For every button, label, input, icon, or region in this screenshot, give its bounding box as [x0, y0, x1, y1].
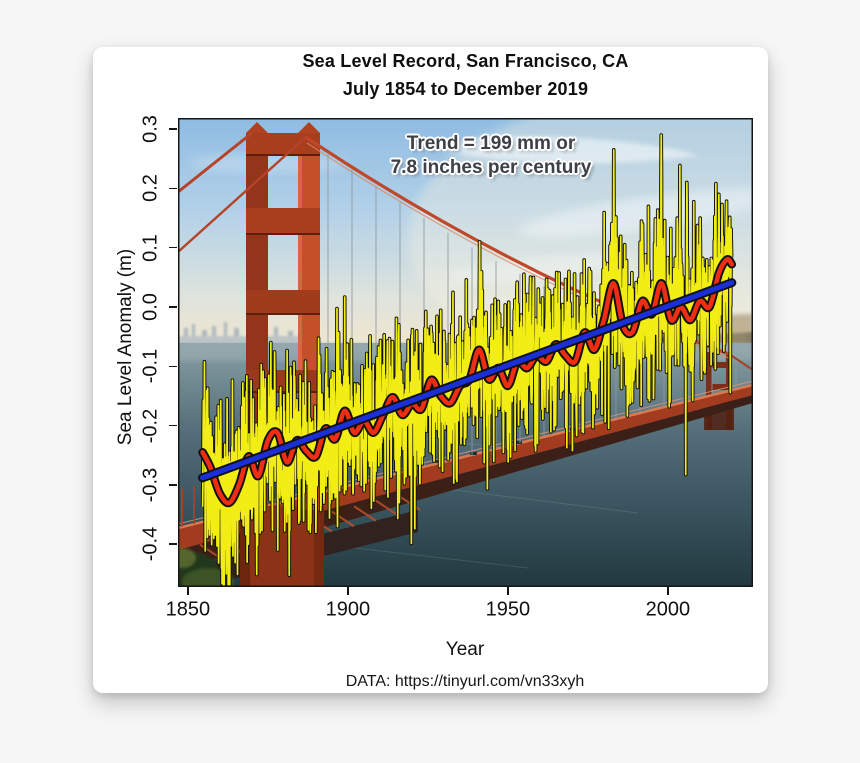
x-tick-mark	[667, 587, 669, 595]
x-tick-label: 1850	[165, 598, 211, 621]
trend-annotation-line1: Trend = 199 mm or	[406, 133, 576, 154]
x-axis-title: Year	[445, 639, 485, 660]
y-tick-mark	[169, 246, 177, 249]
data-series	[198, 133, 737, 587]
y-tick-mark	[169, 128, 177, 130]
x-tick-mark	[507, 587, 509, 595]
x-tick-mark	[187, 587, 189, 595]
y-tick-label: 0.3	[139, 115, 162, 143]
y-tick-label: -0.3	[139, 467, 162, 503]
y-tick-mark	[169, 306, 177, 308]
trend-annotation: Trend = 199 mm or 7.8 inches per century	[336, 132, 646, 180]
y-tick-mark	[169, 484, 177, 486]
trend-annotation-line2: 7.8 inches per century	[390, 157, 592, 178]
plot-area	[178, 118, 753, 587]
y-axis-title: Sea Level Anomaly (m)	[115, 248, 136, 446]
x-tick-label: 1950	[485, 598, 531, 621]
chart-title: Sea Level Record, San Francisco, CA	[302, 51, 629, 71]
plot-border	[178, 118, 753, 587]
trend-line	[200, 280, 735, 481]
y-tick-label: -0.4	[139, 526, 162, 562]
x-tick-label: 2000	[645, 598, 691, 621]
y-tick-label: 0.1	[139, 233, 162, 262]
y-tick-mark	[169, 543, 177, 545]
x-tick-label: 1900	[325, 598, 371, 621]
data-source-note: DATA: https://tinyurl.com/vn33xyh	[345, 673, 585, 690]
x-tick-mark	[347, 587, 349, 595]
monthly-series-line	[201, 134, 733, 586]
chart-subtitle: July 1854 to December 2019	[342, 79, 589, 99]
y-tick-label: 0.2	[139, 174, 162, 203]
y-tick-mark	[169, 424, 177, 427]
y-tick-label: -0.2	[139, 408, 162, 443]
y-tick-label: 0.0	[139, 293, 162, 321]
y-tick-mark	[169, 187, 177, 190]
y-tick-label: -0.1	[139, 349, 162, 384]
y-tick-mark	[169, 365, 177, 368]
